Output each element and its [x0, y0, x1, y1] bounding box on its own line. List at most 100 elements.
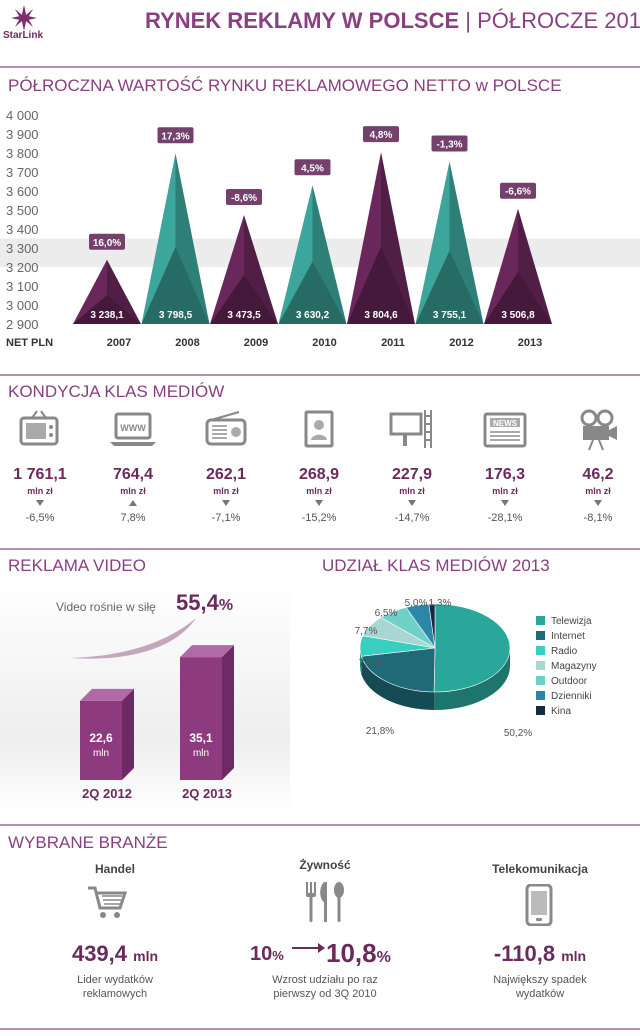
pyramid-value-label: 3 804,6: [364, 310, 398, 321]
pie-slice-Telewizja: [433, 603, 511, 693]
y-tick-label: 3 100: [6, 279, 39, 294]
legend-item: Internet: [536, 631, 636, 646]
media-unit: mln zł: [213, 486, 239, 496]
pie-legend: Telewizja Internet Radio Magazyny Outdoor Dzi…: [536, 616, 636, 721]
legend-label: Telewizja: [551, 616, 592, 627]
video-section-title: REKLAMA VIDEO: [8, 556, 146, 575]
pyramid-2007: 3 238,1 16,0% 2007: [73, 233, 141, 349]
radio-icon: [201, 408, 251, 452]
divider: [0, 66, 640, 68]
pie-wall: [360, 648, 362, 675]
pyramid-front: [278, 261, 347, 324]
media-change: -6,5%: [25, 512, 55, 524]
trend-up-icon: [129, 500, 137, 506]
pie-wall: [434, 648, 510, 710]
legend-swatch: [536, 616, 545, 625]
divider: [0, 824, 640, 826]
y-tick-label: 3 900: [6, 127, 39, 142]
bar-top: [180, 645, 234, 658]
net-pln-label: NET PLN: [6, 337, 53, 349]
y-tick-label: 2 900: [6, 317, 39, 332]
change-label: 16,0%: [93, 238, 121, 249]
media-change: -28,1%: [487, 512, 523, 524]
telekom-value: -110,8 mln: [460, 941, 620, 967]
page-title: RYNEK REKLAMY W POLSCE | PÓŁROCZE 2013: [145, 8, 640, 34]
branch-name-telekomunikacja: Telekomunikacja: [492, 862, 588, 876]
handel-desc-1: Lider wydatków: [77, 974, 153, 986]
pie-value-label: 21,8%: [366, 726, 394, 737]
media-row: 1 761,1 mln zł -6,5% WWW 764,4 mln zł 7,8% 262,…: [0, 408, 640, 538]
media-value: 46,2: [582, 466, 614, 483]
change-label: -6,6%: [505, 187, 531, 198]
y-tick-label: 3 500: [6, 203, 39, 218]
title-main: RYNEK REKLAMY W POLSCE: [145, 8, 460, 33]
logo-text: StarLink: [3, 30, 44, 41]
bar-side: [222, 645, 234, 780]
pyramid-value-label: 3 630,2: [296, 310, 330, 321]
legend-swatch: [536, 631, 545, 640]
trend-down-icon: [501, 500, 509, 506]
telekom-unit: mln: [561, 948, 587, 964]
change-label: 4,8%: [370, 130, 393, 141]
media-value: 176,3: [484, 466, 526, 483]
zywnosc-number: 10,8: [326, 938, 377, 968]
y-tick-label: 3 000: [6, 298, 39, 313]
pyramid-front: [210, 274, 278, 324]
media-value: 268,9: [298, 466, 340, 483]
year-label: 2007: [107, 337, 131, 349]
zywnosc-from: 10%: [250, 943, 284, 966]
change-pill: [500, 182, 536, 199]
pie-value-label: 1,3%: [429, 598, 452, 609]
mobile-phone-icon: [525, 884, 553, 926]
media-change: -8,1%: [583, 512, 613, 524]
branch-name-handel: Handel: [94, 862, 135, 876]
media-change: -7,1%: [211, 512, 241, 524]
handel-unit: mln: [133, 948, 159, 964]
market-section-title: PÓŁROCZNA WARTOŚĆ RYNKU REKLAMOWEGO NETT…: [8, 76, 562, 95]
pyramid-front: [415, 250, 484, 324]
divider: [0, 1028, 640, 1030]
bar-side: [122, 688, 134, 780]
pyramid-2010: 3 630,2 4,5% 2010: [278, 159, 347, 349]
growth-unit: %: [218, 597, 234, 614]
media-value: 764,4: [112, 466, 154, 483]
media-section-title: KONDYCJA KLAS MEDIÓW: [8, 382, 225, 401]
pie-value-label: 7,5%: [359, 658, 382, 669]
pyramid-value-label: 3 506,8: [501, 310, 535, 321]
legend-item: Telewizja: [536, 616, 636, 631]
handel-number: 439,4: [71, 941, 128, 966]
media-value: 227,9: [391, 466, 433, 483]
pyramid-2013: 3 506,8 -6,6% 2013: [484, 182, 552, 349]
pyramid-value-label: 3 238,1: [90, 310, 124, 321]
media-change: -15,2%: [301, 512, 337, 524]
growth-swoosh: [70, 618, 196, 659]
title-separator: |: [465, 8, 471, 33]
change-label: 4,5%: [301, 163, 324, 174]
media-unit: mln zł: [399, 486, 425, 496]
legend-label: Kina: [551, 706, 572, 717]
shopping-cart-icon: [88, 886, 128, 918]
legend-label: Outdoor: [551, 676, 588, 687]
year-label: 2012: [449, 337, 473, 349]
zywnosc-value: 10,8%: [326, 938, 391, 969]
pyramid-2008: 3 798,5 17,3% 2008: [141, 127, 210, 349]
pyramid-value-label: 3 798,5: [159, 310, 193, 321]
bar-value-label: 35,1: [189, 731, 213, 745]
cutlery-icon: [306, 882, 344, 922]
bar-unit-label: mln: [193, 748, 209, 759]
legend-label: Radio: [551, 646, 578, 657]
bar-front: [180, 657, 222, 780]
y-tick-label: 3 700: [6, 165, 39, 180]
billboard-icon: [387, 408, 437, 452]
y-tick-label: 3 300: [6, 241, 39, 256]
trend-down-icon: [594, 500, 602, 506]
pyramid-2011: 3 804,6 4,8% 2011: [347, 126, 415, 349]
telekom-desc-2: wydatków: [515, 988, 565, 1000]
video-bar: 35,1 mln 2Q 2013: [180, 645, 234, 801]
year-label: 2013: [518, 337, 542, 349]
pie-slice-Kina: [428, 603, 436, 649]
pyramid-value-label: 3 473,5: [227, 310, 261, 321]
change-label: 17,3%: [161, 131, 189, 142]
year-label: 2010: [312, 337, 336, 349]
zywnosc-from-unit: %: [272, 948, 284, 963]
